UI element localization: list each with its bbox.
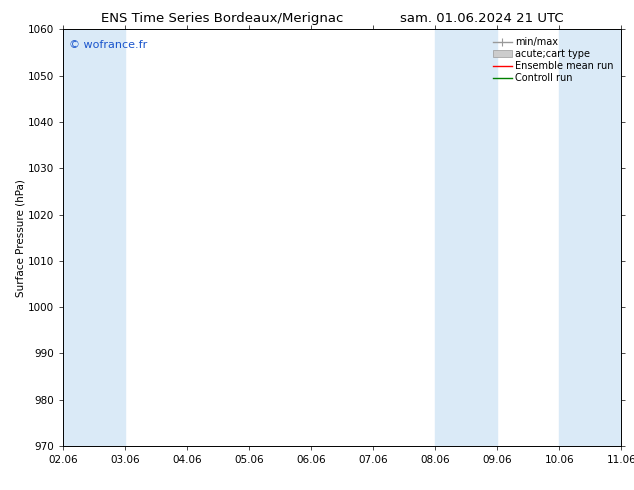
Legend: min/max, acute;cart type, Ensemble mean run, Controll run: min/max, acute;cart type, Ensemble mean … — [489, 34, 616, 86]
Bar — [63, 29, 126, 446]
Y-axis label: Surface Pressure (hPa): Surface Pressure (hPa) — [15, 179, 25, 296]
Bar — [436, 29, 497, 446]
Text: sam. 01.06.2024 21 UTC: sam. 01.06.2024 21 UTC — [400, 12, 564, 25]
Bar — [559, 29, 621, 446]
Text: © wofrance.fr: © wofrance.fr — [69, 40, 147, 50]
Text: ENS Time Series Bordeaux/Merignac: ENS Time Series Bordeaux/Merignac — [101, 12, 343, 25]
